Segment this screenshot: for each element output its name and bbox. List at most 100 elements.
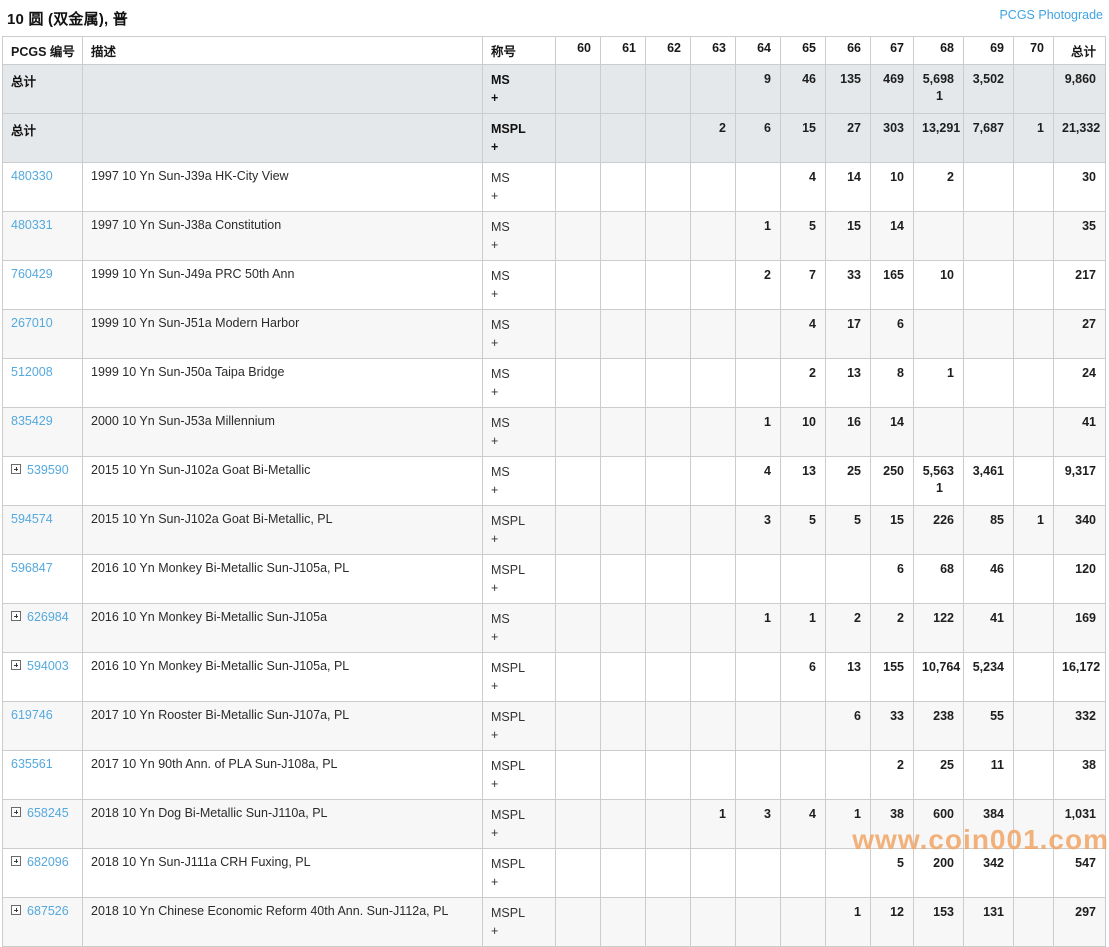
grade-count: 13 [847, 660, 861, 674]
expand-icon[interactable] [11, 905, 21, 915]
expand-icon[interactable] [11, 807, 21, 817]
grade-65-cell: 2 [780, 358, 826, 408]
col-header-grade-66: 66 [825, 36, 871, 65]
designation-label: MS [491, 220, 510, 234]
photograde-link[interactable]: PCGS Photograde [999, 8, 1103, 22]
grade-count: 5 [854, 513, 861, 527]
grade-69-cell: 7,687 [963, 113, 1014, 163]
grade-count: 10,764 [922, 660, 961, 674]
pcgs-number-link[interactable]: 480331 [11, 218, 53, 232]
topbar: 10 圆 (双金属), 普 PCGS Photograde [2, 0, 1107, 36]
total-cell: 27 [1053, 309, 1106, 359]
table-row: 760429 1999 10 Yn Sun-J49a PRC 50th Ann MS… [2, 260, 1106, 310]
pcgs-number-link[interactable]: 760429 [11, 267, 53, 281]
grade-70-cell [1013, 64, 1054, 114]
pcgs-number-link[interactable]: 658245 [27, 806, 69, 820]
designation-plus: + [491, 287, 499, 301]
grade-62-cell [645, 848, 691, 898]
grade-60-cell [555, 309, 601, 359]
row-total: 9,317 [1064, 464, 1096, 478]
grade-count: 41 [990, 611, 1004, 625]
designation-label: MSPL [491, 906, 526, 920]
total-cell: 1,031 [1053, 799, 1106, 849]
col-header-designation: 称号 [482, 36, 556, 65]
grade-count: 15 [847, 219, 861, 233]
grade-count: 2 [897, 758, 904, 772]
table-row: 594574 2015 10 Yn Sun-J102a Goat Bi-Metal… [2, 505, 1106, 555]
grade-67-cell: 6 [870, 554, 914, 604]
grade-count: 1 [1037, 121, 1044, 135]
row-total: 30 [1082, 170, 1096, 184]
description-cell: 2000 10 Yn Sun-J53a Millennium [82, 407, 483, 457]
grade-66-cell [825, 750, 871, 800]
grade-count: 1 [947, 366, 954, 380]
designation-plus: + [491, 189, 499, 203]
grade-61-cell [600, 260, 646, 310]
pcgs-number-cell: 635561 [2, 750, 83, 800]
description-cell: 1999 10 Yn Sun-J51a Modern Harbor [82, 309, 483, 359]
table-body: 总计 MS +9 46 135 469 5,698 1 3,502 9,860 总计 MSPL +2 6 1… [2, 64, 1106, 947]
grade-68-cell [913, 211, 964, 261]
grade-66-cell: 13 [825, 652, 871, 702]
table-row: 480330 1997 10 Yn Sun-J39a HK-City View MS… [2, 162, 1106, 212]
grade-65-cell: 13 [780, 456, 826, 506]
pcgs-number-link[interactable]: 596847 [11, 561, 53, 575]
expand-icon[interactable] [11, 660, 21, 670]
pcgs-number-cell: 835429 [2, 407, 83, 457]
grade-67-cell: 469 [870, 64, 914, 114]
grade-62-cell [645, 701, 691, 751]
row-total: 27 [1082, 317, 1096, 331]
col-header-description: 描述 [82, 36, 483, 65]
grade-count: 3,461 [972, 464, 1004, 478]
pcgs-number-link[interactable]: 594003 [27, 659, 69, 673]
designation-plus: + [491, 336, 499, 350]
grade-count: 27 [847, 121, 861, 135]
grade-count: 384 [983, 807, 1004, 821]
table-row: 596847 2016 10 Yn Monkey Bi-Metallic Sun-… [2, 554, 1106, 604]
grade-62-cell [645, 799, 691, 849]
grade-63-cell [690, 309, 736, 359]
pcgs-number-link[interactable]: 619746 [11, 708, 53, 722]
grade-count: 2 [764, 268, 771, 282]
pcgs-number-link[interactable]: 267010 [11, 316, 53, 330]
designation-cell: MSPL + [482, 701, 556, 751]
designation-label: MS [491, 171, 510, 185]
grade-count: 6 [764, 121, 771, 135]
grade-68-cell: 200 [913, 848, 964, 898]
description-cell: 2018 10 Yn Sun-J111a CRH Fuxing, PL [82, 848, 483, 898]
grade-65-cell [780, 701, 826, 751]
designation-label: MSPL [491, 563, 526, 577]
expand-icon[interactable] [11, 464, 21, 474]
grade-count: 1 [764, 415, 771, 429]
grade-count: 2 [809, 366, 816, 380]
pcgs-number-link[interactable]: 512008 [11, 365, 53, 379]
designation-label: MS [491, 612, 510, 626]
expand-icon[interactable] [11, 611, 21, 621]
grade-60-cell [555, 162, 601, 212]
designation-label: MS [491, 465, 510, 479]
designation-label: MSPL [491, 857, 526, 871]
designation-plus: + [491, 679, 499, 693]
col-header-total: 总计 [1053, 36, 1106, 65]
pcgs-number-link[interactable]: 682096 [27, 855, 69, 869]
table-row: 480331 1997 10 Yn Sun-J38a Constitution MS… [2, 211, 1106, 261]
grade-67-cell: 303 [870, 113, 914, 163]
grade-70-cell [1013, 211, 1054, 261]
grade-63-cell [690, 701, 736, 751]
pcgs-number-link[interactable]: 594574 [11, 512, 53, 526]
grade-count: 226 [933, 513, 954, 527]
expand-icon[interactable] [11, 856, 21, 866]
grade-68-cell: 153 [913, 897, 964, 947]
grade-63-cell [690, 456, 736, 506]
pcgs-number-link[interactable]: 539590 [27, 463, 69, 477]
grade-61-cell [600, 701, 646, 751]
pcgs-number-link[interactable]: 635561 [11, 757, 53, 771]
grade-63-cell [690, 848, 736, 898]
grade-60-cell [555, 113, 601, 163]
grade-count: 600 [933, 807, 954, 821]
pcgs-number-link[interactable]: 835429 [11, 414, 53, 428]
grade-70-cell [1013, 897, 1054, 947]
pcgs-number-link[interactable]: 626984 [27, 610, 69, 624]
pcgs-number-link[interactable]: 480330 [11, 169, 53, 183]
pcgs-number-link[interactable]: 687526 [27, 904, 69, 918]
